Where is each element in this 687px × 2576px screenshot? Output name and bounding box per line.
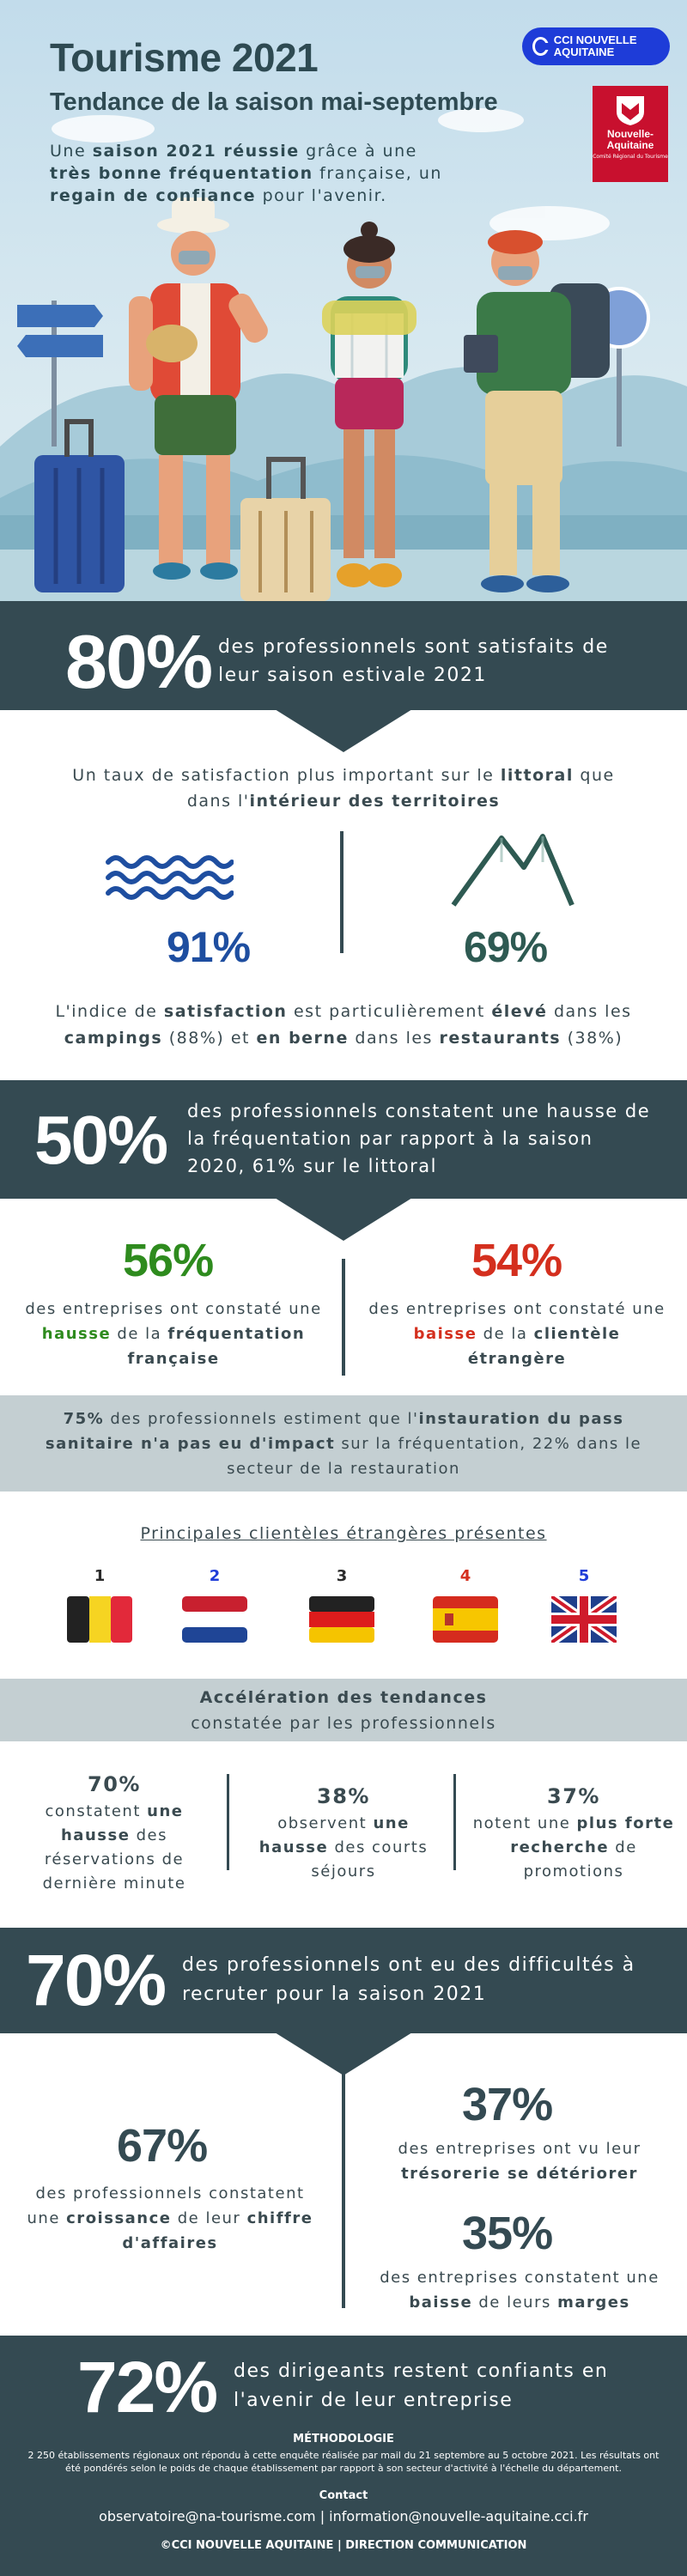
- copyright: ©CCI NOUVELLE AQUITAINE | DIRECTION COMM…: [160, 2539, 527, 2552]
- satisfaction-note: L'indice de satisfaction est particulièr…: [55, 1002, 632, 1048]
- trend-short-stays-value: 38%: [317, 1784, 370, 1808]
- page-title: Tourisme 2021: [50, 35, 319, 80]
- client-rank-1: 1: [94, 1567, 106, 1585]
- littoral-value: 91%: [167, 923, 251, 971]
- finance-divider: [342, 2068, 345, 2308]
- band-50: [0, 1080, 687, 1199]
- stat-70-value: 70%: [26, 1940, 167, 2020]
- netherlands-flag-icon: [182, 1596, 247, 1643]
- cci-c-icon: [532, 37, 550, 56]
- region-logo: Nouvelle-Aquitaine Comité Régional du To…: [593, 86, 668, 182]
- stat-50-text: des professionnels constatent une hausse…: [187, 1101, 651, 1176]
- germany-flag-icon: [309, 1596, 374, 1643]
- band-80-arrow: [275, 709, 412, 752]
- uk-flag-icon: [551, 1596, 617, 1643]
- margins-text: des entreprises constatent une baisse de…: [380, 2269, 660, 2312]
- clients-title: Principales clientèles étrangères présen…: [140, 1524, 547, 1543]
- spain-flag-icon: [433, 1596, 498, 1643]
- trend-last-minute-value: 70%: [88, 1772, 141, 1796]
- mountains-icon: [451, 834, 575, 907]
- region-crest-icon: [617, 96, 644, 125]
- revenue-text: des professionnels constatent une croiss…: [27, 2184, 313, 2252]
- trends-divider-1: [227, 1774, 229, 1870]
- freq-divider: [342, 1259, 345, 1376]
- stat-70-text: des professionnels ont eu des difficulté…: [182, 1954, 635, 2005]
- hero-intro: Une saison 2021 réussie grâce à une très…: [50, 142, 442, 205]
- pass-text: 75% des professionnels estiment que l'in…: [45, 1410, 642, 1478]
- contact-text[interactable]: observatoire@na-tourisme.com | informati…: [99, 2508, 588, 2524]
- stat-72-text: des dirigeants restent confiants en l'av…: [234, 2360, 609, 2411]
- band-80: [0, 605, 687, 710]
- methodology-title: MÉTHODOLOGIE: [293, 2433, 394, 2445]
- french-attendance-text: des entreprises ont constaté une hausse …: [25, 1300, 322, 1368]
- client-rank-2: 2: [209, 1567, 221, 1585]
- trends-band: [0, 1679, 687, 1741]
- client-rank-4: 4: [459, 1567, 471, 1585]
- trend-promotions-value: 37%: [547, 1784, 600, 1808]
- satisfaction-divider: [340, 831, 344, 953]
- pass-band: [0, 1395, 687, 1492]
- satisfaction-intro: Un taux de satisfaction plus important s…: [72, 766, 615, 811]
- stat-80-text: des professionnels sont satisfaits de le…: [218, 636, 609, 686]
- methodology-text: 2 250 établissements régionaux ont répon…: [27, 2450, 660, 2474]
- stat-80-value: 80%: [65, 619, 213, 704]
- waves-icon: [106, 855, 234, 900]
- hero-section: Tourisme 2021 Tendance de la saison mai-…: [0, 0, 687, 605]
- treasury-text: des entreprises ont vu leur trésorerie s…: [398, 2140, 641, 2183]
- margins-value: 35%: [462, 2208, 553, 2259]
- cci-logo: CCI NOUVELLE AQUITAINE: [522, 27, 670, 65]
- trend-short-stays-text: observent une hausse des courts séjours: [258, 1814, 429, 1880]
- page-subtitle: Tendance de la saison mai-septembre: [50, 88, 498, 116]
- interior-value: 69%: [464, 923, 548, 971]
- revenue-value: 67%: [117, 2120, 208, 2172]
- stat-50-value: 50%: [34, 1102, 168, 1178]
- cci-logo-text: CCI NOUVELLE AQUITAINE: [553, 33, 637, 58]
- band-70: [0, 1928, 687, 2033]
- footer: [0, 2336, 687, 2576]
- contact-title: Contact: [319, 2489, 368, 2502]
- region-logo-sub: Comité Régional du Tourisme: [593, 154, 668, 160]
- trends-subtitle: constatée par les professionnels: [191, 1714, 496, 1733]
- trend-promotions-text: notent une plus forte recherche de promo…: [472, 1814, 675, 1880]
- hero-illustration: [0, 108, 687, 605]
- foreign-attendance-value: 54%: [471, 1235, 562, 1286]
- french-attendance-value: 56%: [123, 1235, 214, 1286]
- region-logo-name: Nouvelle-Aquitaine: [606, 128, 654, 151]
- client-rank-3: 3: [336, 1567, 348, 1585]
- band-50-arrow: [275, 1198, 412, 1241]
- trend-last-minute-text: constatent une hausse des réservations d…: [42, 1802, 186, 1893]
- trends-divider-2: [453, 1774, 456, 1870]
- trends-title: Accélération des tendances: [199, 1688, 488, 1707]
- client-rank-5: 5: [578, 1567, 590, 1585]
- treasury-value: 37%: [462, 2079, 553, 2130]
- stat-72-value: 72%: [77, 2347, 218, 2427]
- foreign-attendance-text: des entreprises ont constaté une baisse …: [368, 1300, 666, 1368]
- belgium-flag-icon: [67, 1596, 132, 1643]
